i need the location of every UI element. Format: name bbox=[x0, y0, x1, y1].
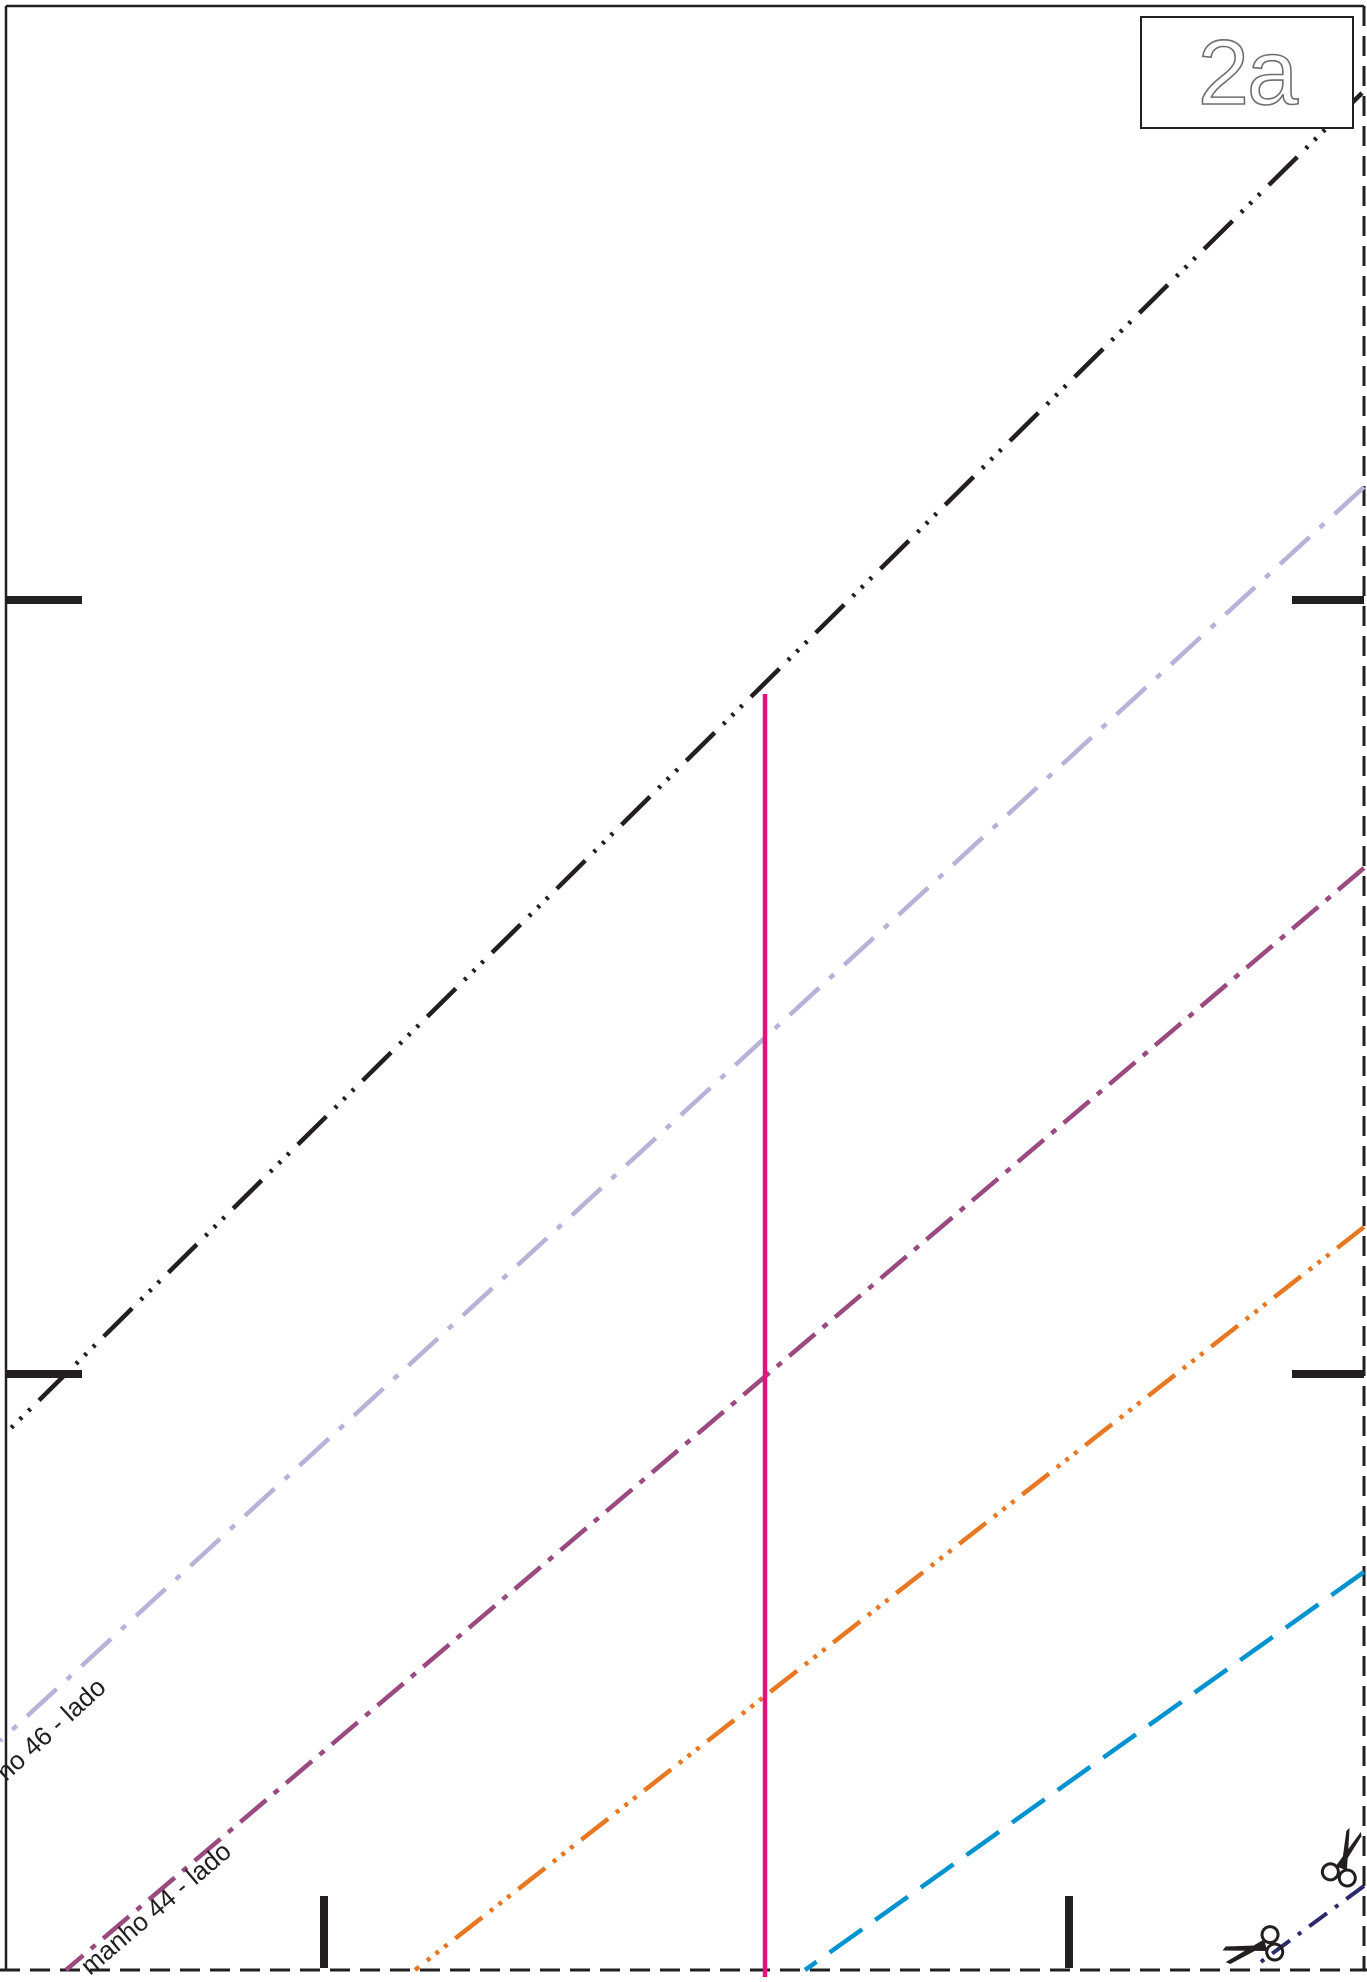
pattern-line-size-46 bbox=[0, 485, 1366, 1743]
pattern-line-size-48 bbox=[4, 91, 1364, 1435]
registration-mark-right-bottom bbox=[1292, 1370, 1364, 1378]
registration-mark-bottom-right bbox=[1065, 1896, 1073, 1968]
scissors-icon bbox=[1222, 1925, 1285, 1964]
page-number-label: 2a bbox=[1197, 21, 1299, 124]
pattern-line-size-42 bbox=[413, 1225, 1366, 1972]
line-label-size-44: manho 44 - lado bbox=[74, 1836, 236, 1977]
scissors-icon bbox=[1320, 1827, 1362, 1888]
registration-mark-left-bottom bbox=[6, 1370, 82, 1378]
pattern-line-size-44 bbox=[64, 866, 1366, 1972]
registration-mark-left-top bbox=[6, 596, 82, 604]
registration-mark-bottom-left bbox=[320, 1896, 328, 1968]
pattern-line-size-40 bbox=[803, 1570, 1366, 1972]
registration-mark-right-top bbox=[1292, 596, 1364, 604]
pattern-line-navy-corner bbox=[1256, 1884, 1366, 1966]
page-number-box: 2a bbox=[1140, 16, 1354, 129]
